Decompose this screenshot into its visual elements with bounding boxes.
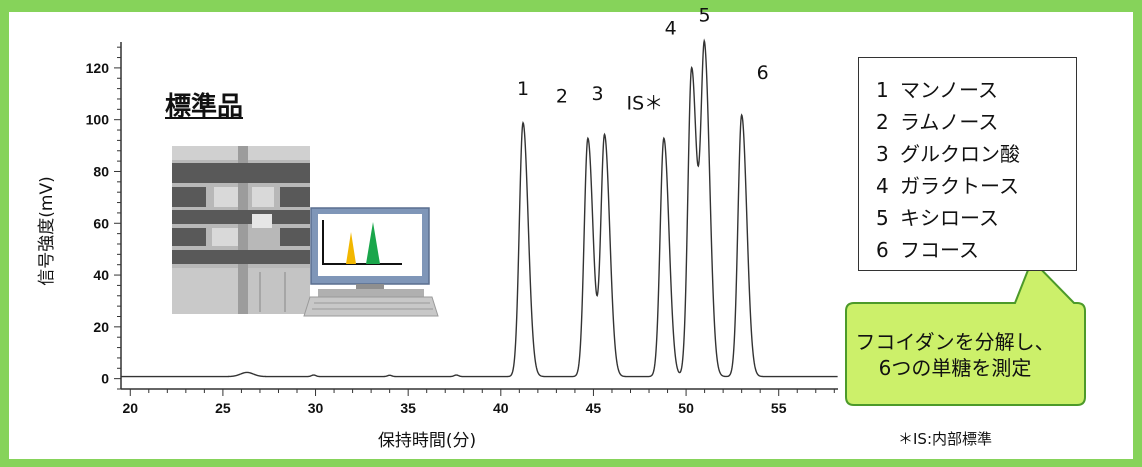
peak-label: IS＊ xyxy=(627,92,664,114)
legend-item-number: 6 xyxy=(876,238,889,262)
y-tick-label: 60 xyxy=(93,215,109,231)
peak-label: 2 xyxy=(556,85,568,107)
chart-title: 標準品 xyxy=(165,92,244,122)
legend-item-name: ガラクトース xyxy=(900,174,1019,198)
legend-item-number: 3 xyxy=(876,142,889,166)
legend-item: 2 ラムノース xyxy=(876,106,998,135)
legend-item-name: マンノース xyxy=(900,78,998,102)
legend-item-name: キシロース xyxy=(900,206,999,230)
x-axis-title: 保持時間(分) xyxy=(378,431,476,451)
legend-box: 1 マンノース 2 ラムノース 3 グルクロン酸 4 ガラクトース 5 キシロース 6 フコ… xyxy=(858,57,1077,271)
legend-item: 6 フコース xyxy=(876,234,979,263)
peak-label: 5 xyxy=(699,5,711,27)
callout-line-1: フコイダンを分解し、 xyxy=(855,330,1055,354)
y-tick-label: 20 xyxy=(93,319,109,335)
x-tick-label: 20 xyxy=(122,400,138,416)
peak-label: 1 xyxy=(517,78,529,100)
callout-bubble xyxy=(845,258,1086,406)
legend-item: 3 グルクロン酸 xyxy=(876,138,1020,167)
y-axis-title: 信号強度(mV) xyxy=(37,176,57,285)
legend-item-name: グルクロン酸 xyxy=(900,142,1020,166)
x-tick-label: 40 xyxy=(493,400,509,416)
legend-item-number: 4 xyxy=(876,174,889,198)
legend-item-number: 1 xyxy=(876,78,889,102)
legend-item-number: 5 xyxy=(876,206,889,230)
callout-text: フコイダンを分解し、 6つの単糖を測定 xyxy=(838,329,1072,381)
legend-item-name: ラムノース xyxy=(900,110,999,134)
y-tick-label: 120 xyxy=(86,60,110,76)
x-tick-label: 35 xyxy=(400,400,416,416)
y-tick-label: 0 xyxy=(101,371,109,387)
x-tick-label: 25 xyxy=(215,400,231,416)
x-tick-label: 30 xyxy=(308,400,324,416)
y-tick-label: 80 xyxy=(93,163,109,179)
x-tick-label: 55 xyxy=(771,400,787,416)
legend-item: 5 キシロース xyxy=(876,202,999,231)
y-tick-label: 100 xyxy=(86,112,110,128)
peak-labels: 1 2 3 IS＊ 45 6 xyxy=(517,5,769,115)
y-ticks: 0 20 40 60 80 100 120 xyxy=(86,46,121,390)
legend-item-name: フコース xyxy=(900,238,979,262)
yellow-peak-icon xyxy=(346,232,356,264)
peak-label: 4 xyxy=(665,17,677,39)
x-tick-label: 50 xyxy=(678,400,694,416)
legend-item: 4 ガラクトース xyxy=(876,170,1019,199)
legend-item-number: 2 xyxy=(876,110,889,134)
peak-label: 3 xyxy=(592,83,604,105)
y-tick-label: 40 xyxy=(93,267,109,283)
computer-icon xyxy=(303,207,439,317)
callout-line-2: 6つの単糖を測定 xyxy=(878,356,1032,380)
green-peak-icon xyxy=(366,222,380,264)
x-tick-label: 45 xyxy=(586,400,602,416)
peak-label: 6 xyxy=(757,62,769,84)
x-ticks: 20 25 30 35 40 45 50 55 xyxy=(122,389,835,416)
legend-item: 1 マンノース xyxy=(876,74,998,103)
chromatogram-trace xyxy=(121,38,838,378)
hplc-instrument-icon xyxy=(172,146,310,314)
is-footnote: ＊IS:内部標準 xyxy=(898,430,992,448)
